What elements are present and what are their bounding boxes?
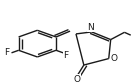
- Text: O: O: [74, 75, 81, 84]
- Text: F: F: [4, 48, 9, 57]
- Text: N: N: [87, 23, 94, 32]
- Text: O: O: [111, 55, 118, 64]
- Text: F: F: [63, 51, 68, 60]
